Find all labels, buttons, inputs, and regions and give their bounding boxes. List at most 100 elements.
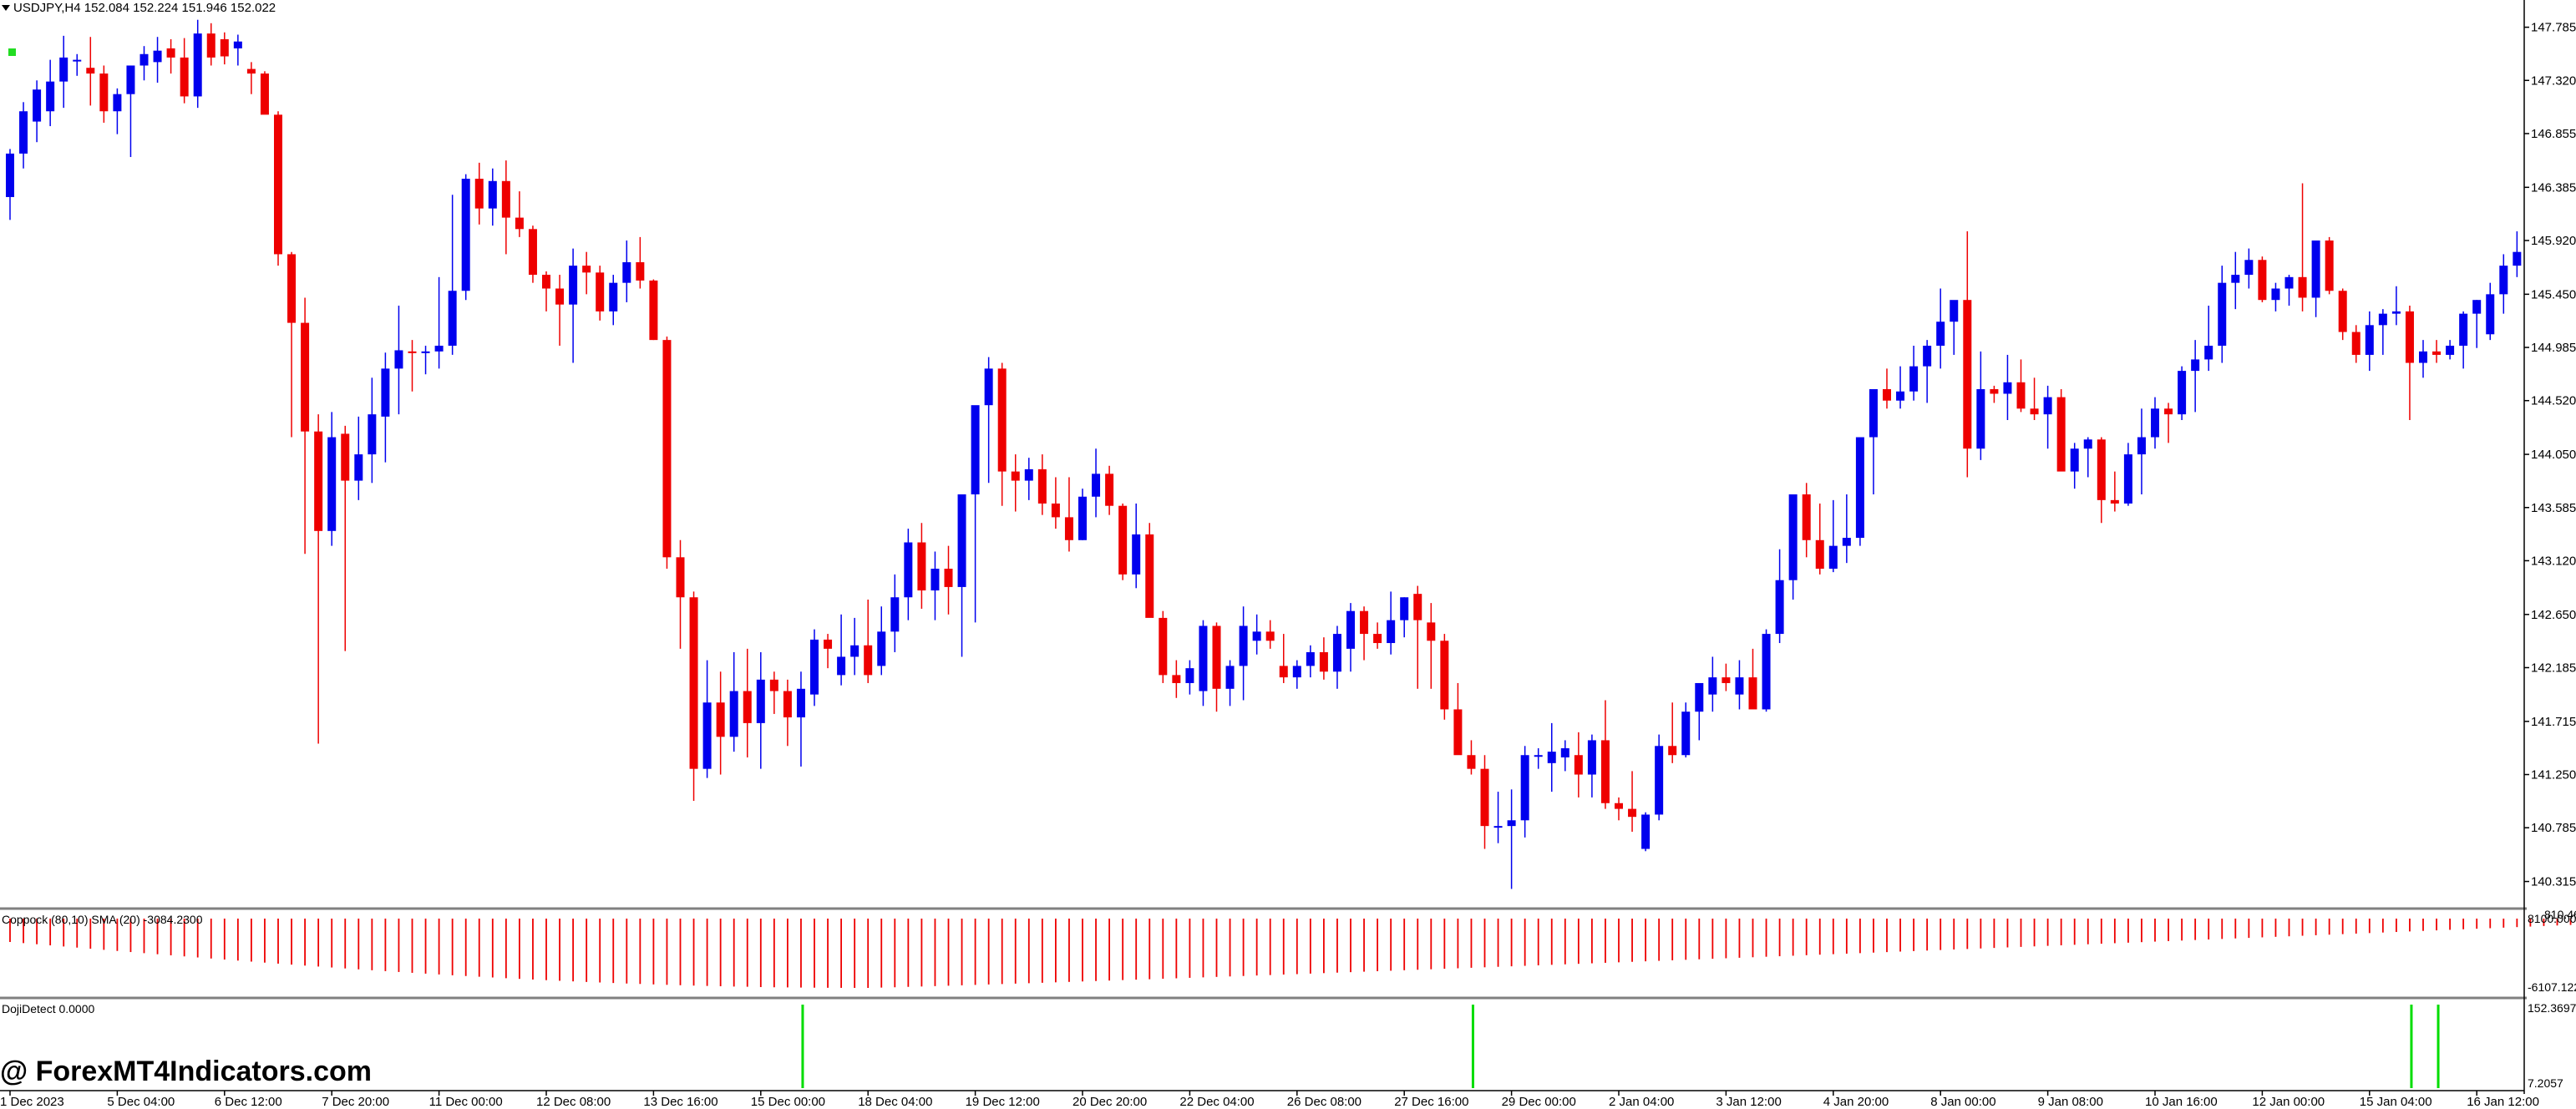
candle-body bbox=[19, 111, 28, 154]
candle-body bbox=[1239, 625, 1248, 666]
y-tick-label: 141.250 bbox=[2531, 768, 2576, 782]
candle-body bbox=[1413, 594, 1422, 620]
candle-body bbox=[274, 114, 282, 255]
candle-body bbox=[1024, 468, 1033, 481]
candle-body bbox=[810, 639, 819, 695]
candle-body bbox=[1748, 677, 1757, 710]
candle-body bbox=[2191, 359, 2200, 372]
x-tick-label: 15 Jan 04:00 bbox=[2360, 1095, 2432, 1109]
y-tick-label: 147.785 bbox=[2531, 21, 2576, 35]
candle-body bbox=[1641, 814, 1651, 849]
candle-body bbox=[2097, 439, 2106, 500]
candle-body bbox=[1306, 651, 1315, 666]
candle-body bbox=[381, 368, 390, 417]
candle-body bbox=[609, 282, 618, 311]
candle-body bbox=[1118, 505, 1128, 575]
y-tick-label: 146.385 bbox=[2531, 180, 2576, 195]
candle-body bbox=[126, 65, 135, 94]
candle-body bbox=[997, 368, 1007, 472]
candle-body bbox=[1560, 748, 1569, 757]
candle-body bbox=[528, 229, 537, 276]
candle-body bbox=[6, 153, 14, 197]
candle-body bbox=[555, 288, 565, 305]
x-tick-label: 6 Dec 12:00 bbox=[215, 1095, 282, 1109]
candle-body bbox=[649, 280, 658, 341]
candle-body bbox=[501, 180, 510, 218]
y-tick-label: 142.185 bbox=[2531, 661, 2576, 675]
candle-body bbox=[729, 691, 738, 737]
y-tick-label: 144.520 bbox=[2531, 394, 2576, 408]
panel-separators bbox=[0, 0, 2527, 1094]
candle-body bbox=[1387, 620, 1396, 644]
x-tick-label: 9 Jan 08:00 bbox=[2038, 1095, 2103, 1109]
x-tick-label: 13 Dec 16:00 bbox=[643, 1095, 718, 1109]
candle-body bbox=[1078, 496, 1087, 540]
candle-body bbox=[1265, 631, 1275, 641]
candle-body bbox=[756, 679, 765, 723]
candle-body bbox=[246, 68, 256, 74]
candle-body bbox=[408, 351, 417, 353]
candle-body bbox=[2325, 240, 2334, 291]
candle-body bbox=[1587, 740, 1596, 775]
candle-body bbox=[153, 50, 162, 63]
candle-body bbox=[1292, 666, 1301, 678]
candle-body bbox=[1185, 668, 1194, 683]
coppock-indicator-label: Coppock (80,10) SMA (20) -3084.2300 bbox=[2, 913, 203, 926]
y-tick-label: 140.785 bbox=[2531, 821, 2576, 835]
candle-body bbox=[314, 431, 323, 531]
chart-menu-arrow-icon[interactable] bbox=[2, 5, 10, 11]
candle-body bbox=[193, 33, 202, 97]
candle-body bbox=[2070, 448, 2079, 472]
candle-body bbox=[1534, 755, 1543, 757]
candle-body bbox=[2123, 454, 2132, 504]
candle-body bbox=[206, 33, 216, 58]
candle-body bbox=[1547, 752, 1556, 763]
candle-body bbox=[1105, 473, 1114, 506]
candle-body bbox=[716, 702, 725, 737]
candle-body bbox=[1815, 539, 1824, 570]
candle-body bbox=[1855, 437, 1864, 539]
candle-body bbox=[1963, 300, 1972, 449]
y-tick-label: 141.715 bbox=[2531, 715, 2576, 729]
candle-body bbox=[2164, 408, 2173, 415]
candle-body bbox=[2030, 408, 2039, 415]
x-tick-label: 15 Dec 00:00 bbox=[751, 1095, 825, 1109]
candle-body bbox=[394, 350, 403, 369]
candle-body bbox=[180, 57, 189, 97]
candle-body bbox=[2204, 345, 2213, 360]
candle-body bbox=[2405, 311, 2414, 363]
candle-body bbox=[2271, 288, 2280, 301]
y-tick-label: 142.650 bbox=[2531, 608, 2576, 622]
candle-body bbox=[1615, 803, 1623, 809]
candle-body bbox=[1199, 625, 1208, 691]
candle-body bbox=[99, 73, 109, 112]
candle-body bbox=[1520, 755, 1529, 821]
candle-body bbox=[2110, 499, 2119, 504]
candle-body bbox=[1279, 666, 1288, 678]
candle-body bbox=[515, 217, 524, 230]
candle-body bbox=[542, 275, 550, 289]
candle-body bbox=[944, 569, 953, 587]
candle-body bbox=[1896, 391, 1905, 401]
candle-body bbox=[2378, 313, 2387, 326]
candle-body bbox=[1480, 768, 1489, 827]
candle-body bbox=[46, 81, 55, 112]
candle-body bbox=[1064, 517, 1073, 540]
candle-body bbox=[1346, 610, 1355, 649]
candle-body bbox=[1869, 389, 1878, 438]
candle-body bbox=[1037, 468, 1047, 504]
candle-body bbox=[1976, 389, 1985, 449]
candle-body bbox=[957, 494, 966, 587]
candle-body bbox=[1011, 471, 1020, 481]
candle-body bbox=[1507, 820, 1516, 827]
y-tick-label: 140.315 bbox=[2531, 875, 2576, 889]
candle-body bbox=[1159, 617, 1168, 676]
candle-body bbox=[850, 645, 860, 657]
candle-body bbox=[1775, 580, 1784, 635]
candlestick-series bbox=[6, 19, 2522, 889]
doji-axis-label: 7.2057 bbox=[2528, 1076, 2563, 1090]
candle-body bbox=[2137, 437, 2146, 455]
candle-body bbox=[1950, 300, 1959, 322]
